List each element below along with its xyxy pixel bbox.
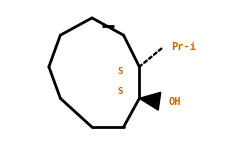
Text: S: S [117, 87, 122, 96]
Text: Pr-i: Pr-i [171, 42, 196, 52]
Polygon shape [139, 92, 161, 110]
Text: S: S [117, 67, 122, 76]
Text: OH: OH [168, 97, 180, 107]
